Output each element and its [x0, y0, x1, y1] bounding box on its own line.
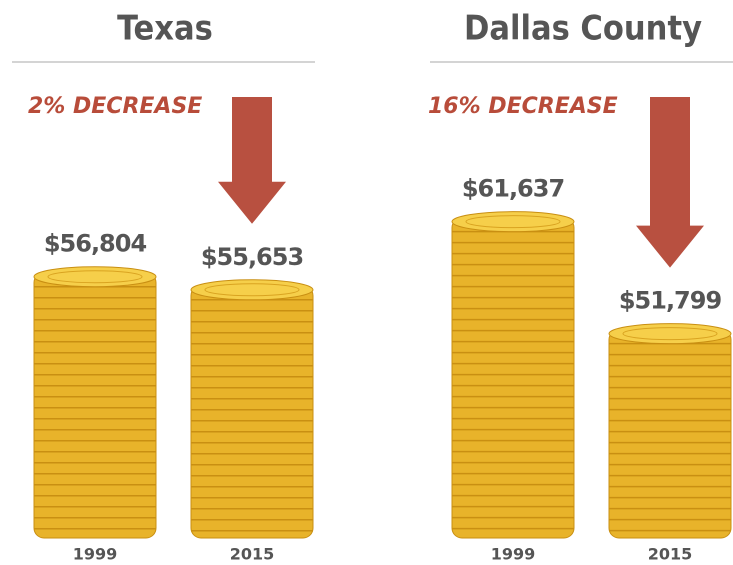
value-label: $51,799 — [619, 287, 722, 315]
year-label: 2015 — [230, 545, 275, 564]
coin-top — [191, 280, 313, 300]
year-label: 2015 — [648, 545, 693, 564]
decrease-arrow — [636, 97, 704, 268]
infographic: Texas 2% DECREASE $56,804 1999 $55,653 2015 Da… — [0, 0, 733, 565]
coin-stack — [452, 218, 574, 538]
decrease-arrow — [218, 97, 286, 224]
value-label: $56,804 — [44, 230, 147, 258]
change-annotation: 16% DECREASE — [428, 94, 618, 119]
value-label: $55,653 — [201, 243, 303, 271]
year-label: 1999 — [491, 545, 536, 564]
value-label: $61,637 — [462, 175, 564, 203]
coin-stack — [609, 330, 731, 538]
coin-stack — [191, 286, 313, 538]
coin-stack — [34, 273, 156, 538]
coin-top — [452, 212, 574, 232]
coin-top — [34, 267, 156, 287]
panel-title: Texas — [117, 9, 213, 49]
panel-title: Dallas County — [464, 9, 702, 49]
year-label: 1999 — [73, 545, 118, 564]
change-annotation: 2% DECREASE — [28, 94, 202, 119]
coin-top — [609, 324, 731, 344]
